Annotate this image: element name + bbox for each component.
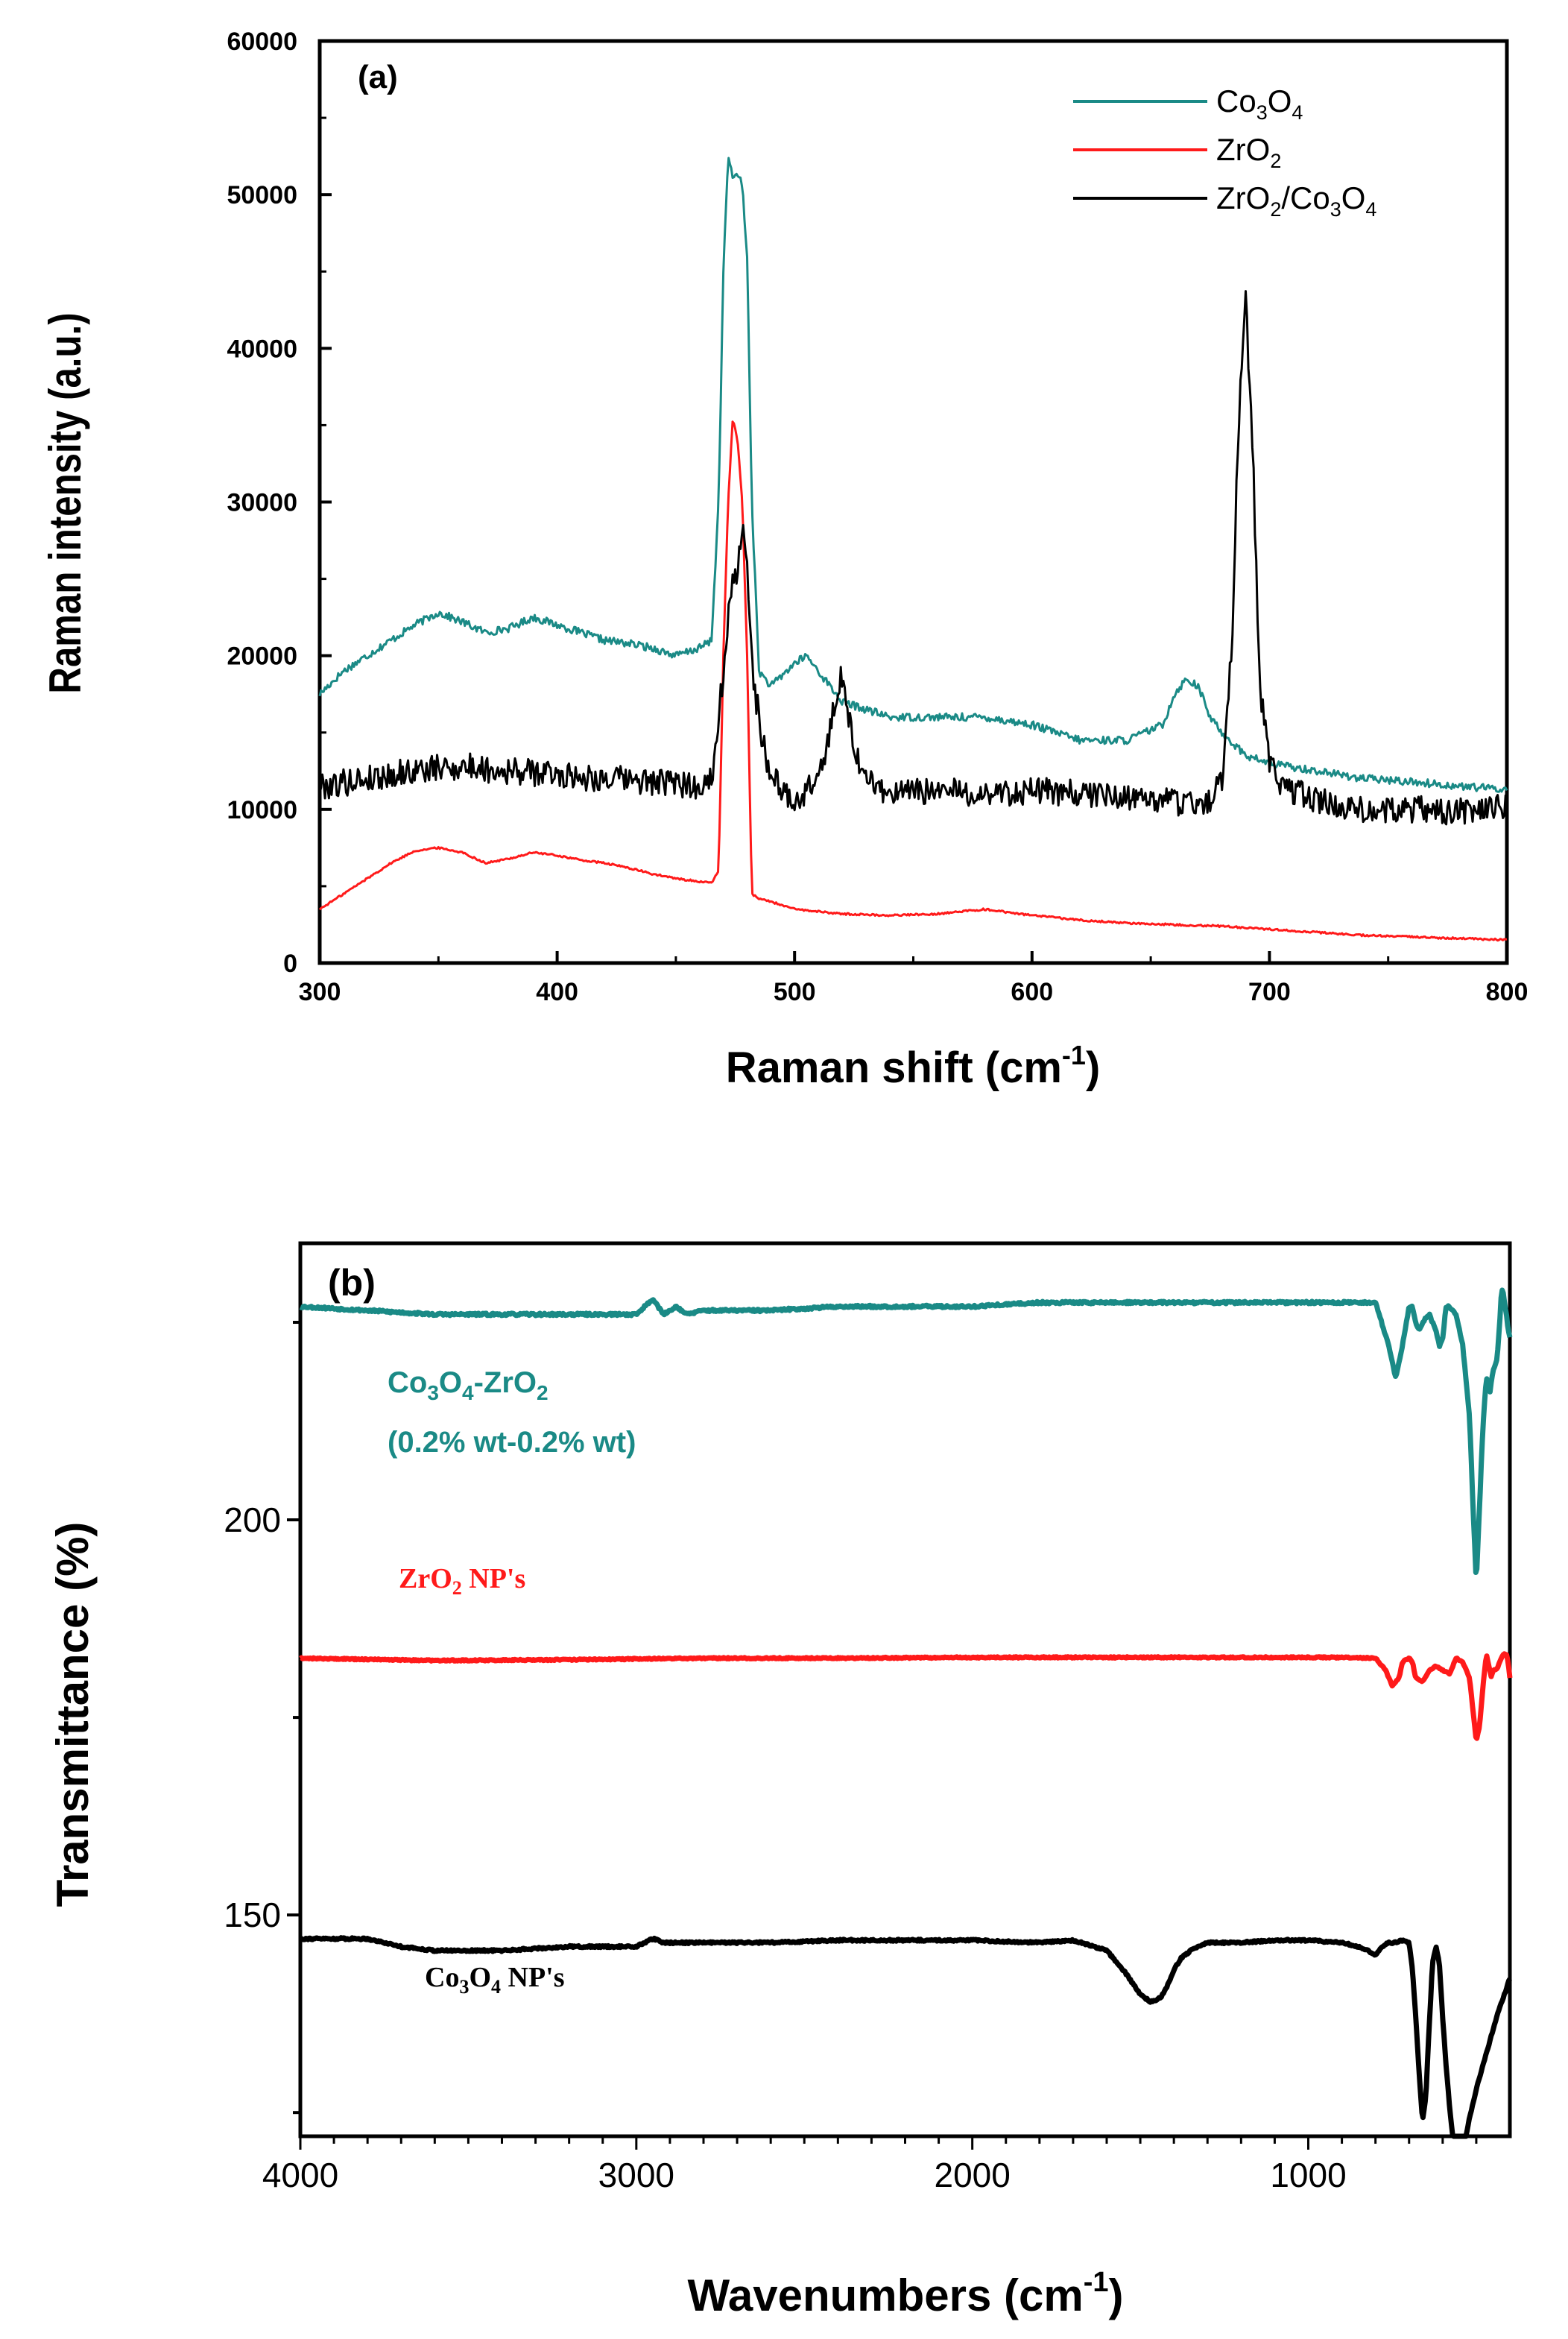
co3o4-np-label: Co3O4 NP's	[425, 1962, 565, 1998]
series-line-co3o4-np-s	[299, 1935, 1512, 2139]
ftir-y-ticks: 150 200	[224, 1321, 300, 2115]
raman-x-tick-label: 700	[1248, 978, 1291, 1006]
raman-y-axis-title: Raman intensity (a.u.)	[39, 312, 90, 693]
raman-panel: 0 10000 20000 30000 40000 50000 60000 300 400 50…	[39, 28, 1528, 1092]
raman-x-tick-label: 800	[1486, 978, 1529, 1006]
ftir-x-tick-label: 1000	[1270, 2156, 1346, 2194]
legend-label-co3o4: Co3O4	[1216, 83, 1303, 124]
series-line-zro2	[318, 420, 1508, 942]
raman-y-tick-label: 0	[283, 950, 297, 978]
series-line-zro2-np-s	[299, 1651, 1513, 1741]
raman-y-tick-label: 10000	[227, 796, 297, 824]
ftir-x-tick-label: 2000	[934, 2156, 1010, 2194]
ftir-y-tick-label: 200	[224, 1500, 281, 1539]
weight-percent-label: (0.2% wt-0.2% wt)	[388, 1426, 636, 1459]
legend-label-zro2: ZrO2	[1216, 132, 1281, 172]
raman-y-tick-label: 30000	[227, 489, 297, 517]
raman-plot-frame	[317, 39, 1509, 965]
series-line-co3o4	[318, 157, 1508, 793]
raman-y-tick-label: 60000	[227, 28, 297, 56]
raman-panel-label: (a)	[358, 59, 398, 95]
ftir-y-axis-title: Transmittance (%)	[48, 1522, 98, 1907]
raman-x-ticks: 300 400 500 600 700 800	[299, 951, 1529, 1006]
ftir-x-axis-title: Wavenumbers (cm-1)	[687, 2267, 1123, 2320]
ftir-x-ticks: 4000 3000 2000 1000	[262, 2136, 1478, 2194]
series-line-zro2-co3o4	[318, 290, 1508, 826]
raman-legend: Co3O4 ZrO2 ZrO2/Co3O4	[1073, 83, 1376, 221]
ftir-panel-label: (b)	[328, 1262, 376, 1304]
raman-y-tick-label: 20000	[227, 643, 297, 671]
raman-x-tick-label: 300	[299, 978, 341, 1006]
raman-x-axis-title: Raman shift (cm-1)	[726, 1040, 1101, 1092]
ftir-series-group	[299, 1287, 1513, 2139]
raman-x-tick-label: 400	[536, 978, 578, 1006]
raman-x-tick-label: 500	[774, 978, 816, 1006]
ftir-panel: 150 200 4000 3000 2000 1000 (b) Co3O4-ZrO2 (…	[48, 1241, 1513, 2320]
ftir-x-tick-label: 4000	[262, 2156, 338, 2194]
series-line-co3o4-zro2	[299, 1287, 1513, 1575]
raman-y-ticks: 0 10000 20000 30000 40000 50000 60000	[227, 28, 332, 978]
ftir-x-tick-label: 3000	[598, 2156, 674, 2194]
co3o4-zro2-label: Co3O4-ZrO2	[388, 1366, 549, 1404]
raman-y-tick-label: 50000	[227, 181, 297, 209]
raman-series-group	[318, 157, 1508, 942]
legend-label-zro2-co3o4: ZrO2/Co3O4	[1216, 180, 1376, 221]
ftir-y-tick-label: 150	[224, 1895, 281, 1934]
raman-y-tick-label: 40000	[227, 335, 297, 363]
raman-x-tick-label: 600	[1011, 978, 1053, 1006]
zro2-np-label: ZrO2 NP's	[399, 1563, 525, 1599]
